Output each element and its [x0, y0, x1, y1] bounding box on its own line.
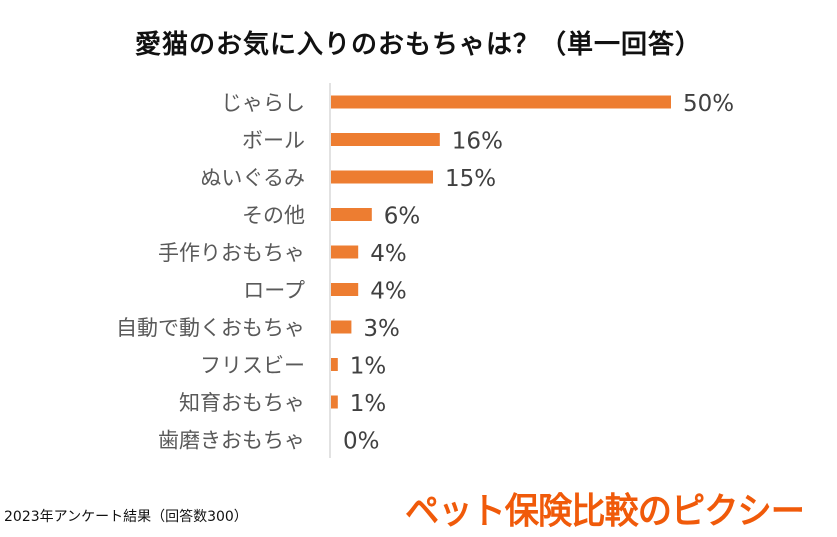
bar — [331, 133, 440, 146]
data-label: 4% — [370, 279, 407, 305]
data-label: 16% — [452, 129, 503, 155]
data-label: 50% — [683, 91, 734, 117]
data-label: 1% — [350, 354, 387, 380]
category-label: その他 — [242, 204, 305, 228]
brand-logo: ペット保険比較のピクシー — [405, 491, 805, 532]
bar — [331, 95, 671, 109]
data-label: 3% — [363, 316, 400, 342]
category-label: ボール — [242, 129, 305, 153]
data-label: 0% — [343, 429, 380, 455]
category-label: フリスビー — [200, 354, 305, 378]
category-label: ぬいぐるみ — [200, 166, 305, 190]
footnote: 2023年アンケート結果（回答数300） — [4, 509, 248, 525]
data-label: 15% — [445, 166, 496, 192]
chart-title: 愛猫のお気に入りのおもちゃは？（単一回答） — [134, 30, 702, 60]
bar — [331, 245, 359, 259]
bar — [331, 358, 338, 371]
category-label: ロープ — [243, 279, 305, 303]
category-label: 自動で動くおもちゃ — [116, 316, 305, 340]
bar — [331, 170, 433, 184]
bar — [331, 320, 352, 334]
data-label: 4% — [370, 241, 407, 267]
category-label: 歯磨きおもちゃ — [158, 429, 305, 453]
bar — [331, 283, 359, 296]
category-label: じゃらし — [221, 91, 305, 115]
data-label: 1% — [350, 391, 387, 417]
bar — [331, 208, 372, 221]
category-label: 手作りおもちゃ — [158, 241, 305, 265]
category-label: 知育おもちゃ — [179, 391, 305, 415]
bar — [331, 395, 338, 409]
data-label: 6% — [384, 204, 421, 230]
